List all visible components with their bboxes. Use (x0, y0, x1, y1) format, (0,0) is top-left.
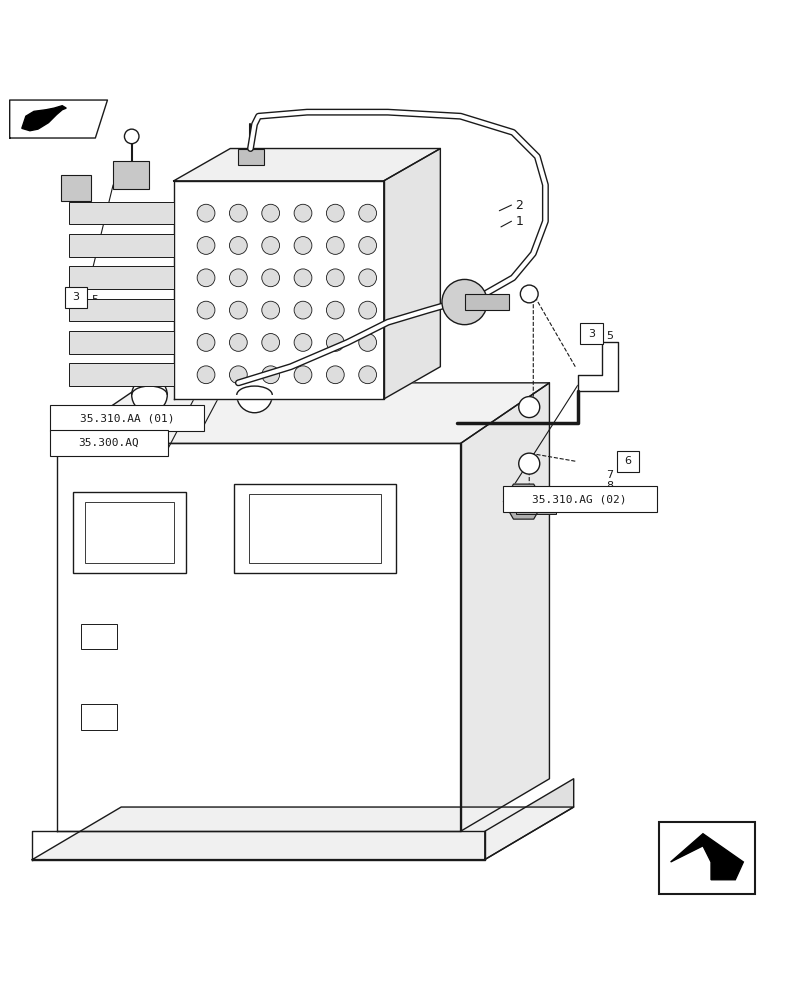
Bar (69, 234, 174, 257)
Circle shape (294, 366, 312, 384)
Polygon shape (174, 149, 440, 181)
Circle shape (359, 204, 377, 222)
Bar (659, 822, 755, 894)
Circle shape (326, 301, 344, 319)
Circle shape (262, 204, 280, 222)
Bar (85, 502, 174, 563)
Circle shape (229, 237, 247, 254)
FancyBboxPatch shape (65, 287, 87, 308)
Bar (69, 266, 174, 289)
Circle shape (519, 453, 540, 474)
Circle shape (326, 269, 344, 287)
Text: 1: 1 (516, 215, 524, 228)
Text: 6: 6 (625, 456, 631, 466)
Text: 2: 2 (516, 199, 524, 212)
Circle shape (359, 366, 377, 384)
Text: 3: 3 (73, 292, 79, 302)
Bar (69, 299, 174, 321)
Polygon shape (57, 443, 461, 831)
Text: 4: 4 (91, 306, 99, 316)
FancyBboxPatch shape (503, 486, 657, 512)
Polygon shape (57, 383, 549, 443)
Circle shape (132, 377, 167, 413)
Polygon shape (32, 807, 574, 860)
Polygon shape (32, 831, 485, 860)
Circle shape (442, 279, 487, 325)
Bar (81, 624, 117, 649)
Circle shape (262, 334, 280, 351)
Polygon shape (578, 342, 618, 391)
Bar (69, 363, 174, 386)
Polygon shape (384, 149, 440, 399)
Circle shape (359, 301, 377, 319)
Polygon shape (671, 834, 743, 880)
Circle shape (229, 301, 247, 319)
Circle shape (197, 269, 215, 287)
FancyBboxPatch shape (580, 323, 603, 344)
Circle shape (197, 204, 215, 222)
Text: 5: 5 (606, 331, 613, 341)
Bar (113, 161, 149, 189)
Text: 35.310.AA (01): 35.310.AA (01) (80, 413, 175, 423)
Bar (69, 202, 174, 224)
Circle shape (229, 334, 247, 351)
Circle shape (262, 237, 280, 254)
Circle shape (326, 204, 344, 222)
Circle shape (294, 334, 312, 351)
Circle shape (326, 366, 344, 384)
Circle shape (262, 301, 280, 319)
Circle shape (262, 366, 280, 384)
Polygon shape (174, 181, 384, 399)
Circle shape (326, 237, 344, 254)
Circle shape (197, 366, 215, 384)
Circle shape (229, 269, 247, 287)
Text: 5: 5 (91, 295, 99, 305)
Circle shape (520, 285, 538, 303)
Text: 8: 8 (606, 481, 613, 491)
Circle shape (294, 269, 312, 287)
Circle shape (359, 269, 377, 287)
Polygon shape (22, 106, 66, 131)
FancyBboxPatch shape (50, 430, 168, 456)
Polygon shape (10, 100, 107, 138)
Circle shape (197, 334, 215, 351)
Bar (81, 704, 117, 730)
Bar (61, 175, 91, 201)
Circle shape (262, 269, 280, 287)
Circle shape (359, 334, 377, 351)
Circle shape (197, 237, 215, 254)
Bar (73, 492, 186, 573)
Text: 4: 4 (606, 342, 613, 352)
FancyBboxPatch shape (50, 405, 204, 431)
Text: 35.300.AQ: 35.300.AQ (78, 438, 140, 448)
Polygon shape (485, 779, 574, 860)
Circle shape (124, 129, 139, 144)
Bar (249, 494, 381, 563)
Polygon shape (503, 484, 544, 519)
Bar (465, 294, 509, 310)
Circle shape (359, 237, 377, 254)
Bar (234, 484, 396, 573)
Circle shape (326, 334, 344, 351)
Circle shape (294, 301, 312, 319)
Text: 3: 3 (588, 329, 595, 339)
FancyBboxPatch shape (617, 451, 639, 472)
Bar (69, 331, 174, 354)
Circle shape (197, 301, 215, 319)
Circle shape (294, 237, 312, 254)
Circle shape (519, 397, 540, 418)
Text: 35.310.AG (02): 35.310.AG (02) (532, 494, 627, 504)
Bar (238, 149, 264, 165)
Polygon shape (461, 383, 549, 831)
Bar (516, 489, 556, 514)
Circle shape (237, 377, 272, 413)
Circle shape (229, 366, 247, 384)
Text: 7: 7 (606, 470, 613, 480)
Circle shape (294, 204, 312, 222)
Circle shape (229, 204, 247, 222)
